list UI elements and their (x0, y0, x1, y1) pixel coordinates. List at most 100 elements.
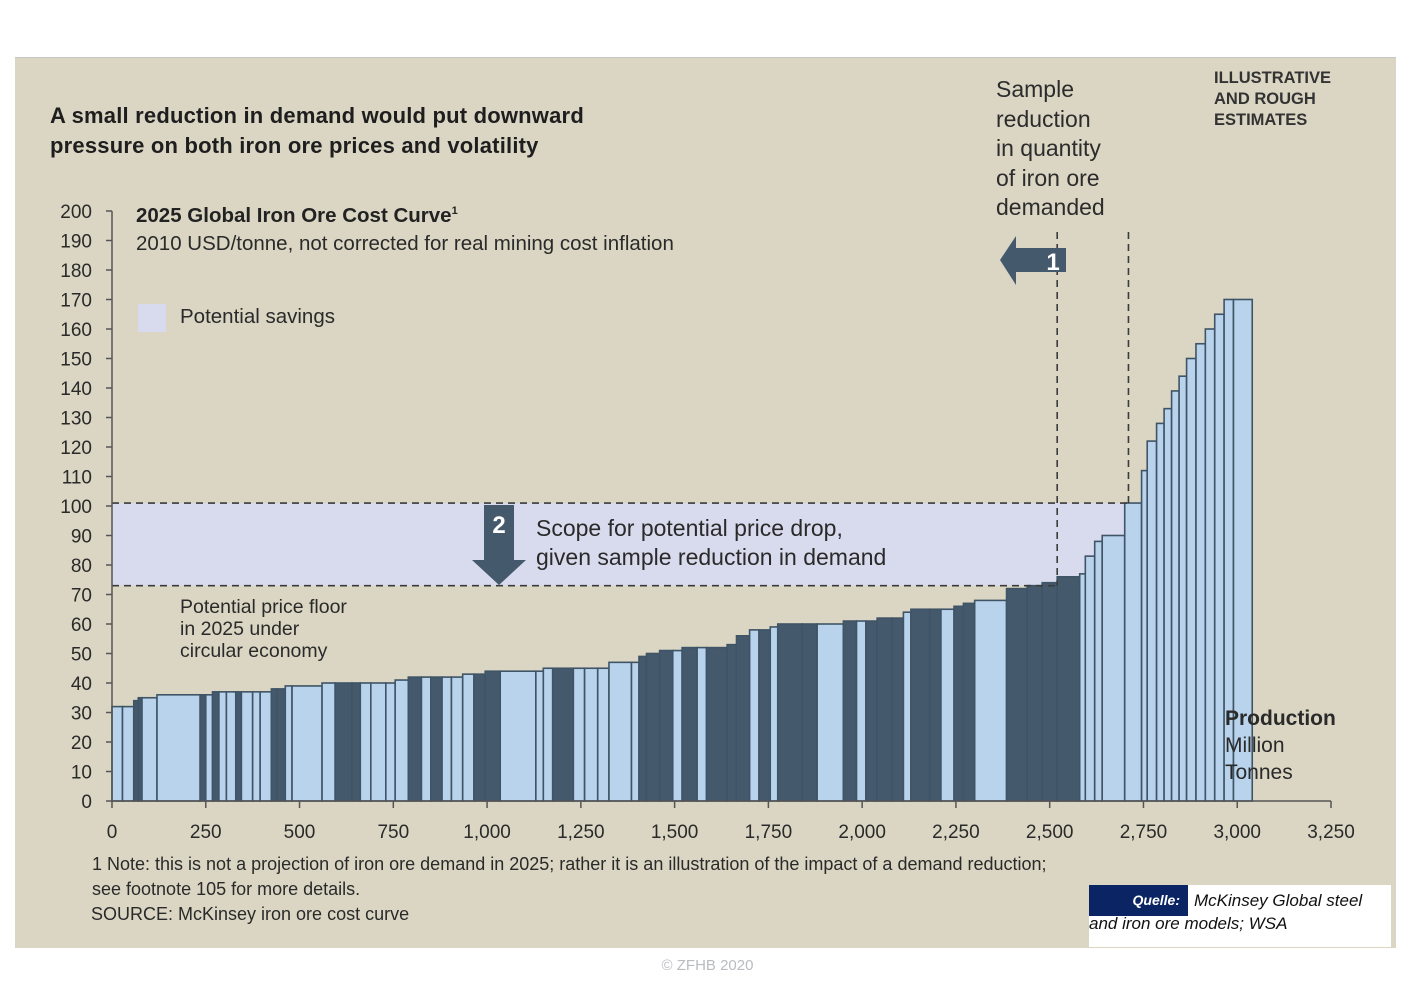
sample-reduction-note: Sample reduction in quantity of iron ore… (996, 75, 1105, 223)
y-tick-label: 150 (60, 350, 92, 371)
marker-1: 1 (1046, 249, 1059, 276)
illustrative-badge: ILLUSTRATIVE AND ROUGH ESTIMATES (1214, 68, 1331, 131)
x-tick-label: 2,500 (1026, 822, 1074, 843)
quelle-tag: Quelle: (1089, 885, 1188, 916)
y-tick-label: 140 (60, 379, 92, 400)
cost-bar-55 (776, 623, 803, 802)
cost-bar-71 (1026, 584, 1043, 802)
x-tick-label: 2,250 (932, 822, 980, 843)
cost-bar-73 (1056, 575, 1081, 802)
footnote: 1 Note: this is not a projection of iron… (92, 852, 1047, 902)
scope-note-line: Scope for potential price drop, (536, 515, 843, 541)
y-tick-label: 10 (71, 763, 92, 784)
cost-bar-81 (1155, 422, 1165, 802)
y-tick-label: 110 (62, 468, 92, 489)
y-tick-label: 120 (60, 438, 92, 459)
floor-note-line: Potential price floor (180, 596, 347, 618)
x-tick-label: 2,750 (1120, 822, 1168, 843)
cost-bar-77 (1101, 534, 1126, 802)
cost-bar-22 (359, 682, 372, 802)
cost-bar-54 (769, 626, 779, 802)
cost-bar-50 (726, 643, 738, 802)
x-tick-label: 750 (377, 822, 409, 843)
cost-bar-36 (542, 667, 554, 802)
cost-bar-76 (1093, 540, 1104, 802)
chart-title: 2025 Global Iron Ore Cost Curve1 (136, 204, 458, 228)
cost-bar-64 (910, 608, 931, 802)
quelle-text: and iron ore models; WSA (1089, 914, 1288, 933)
sample-note-line: of iron ore (996, 164, 1100, 191)
sample-note-line: reduction (996, 105, 1091, 132)
cost-bar-12 (240, 691, 254, 802)
cost-bar-75 (1084, 555, 1096, 802)
cost-bar-79 (1140, 469, 1149, 802)
y-tick-label: 0 (81, 792, 92, 813)
cost-bar-25 (394, 679, 410, 802)
cost-bar-15 (270, 688, 278, 802)
cost-bar-10 (225, 691, 237, 802)
cost-bar-84 (1178, 375, 1188, 802)
cost-bar-7 (204, 693, 214, 802)
x-axis-label: Production Million Tonnes (1225, 705, 1336, 786)
y-tick-label: 200 (60, 202, 92, 223)
cost-bar-58 (842, 620, 858, 802)
cost-bar-88 (1213, 313, 1225, 802)
cost-bar-21 (351, 682, 362, 802)
cost-curve-bars (111, 298, 1254, 802)
chart-subtitle: 2010 USD/tonne, not corrected for real m… (136, 232, 674, 255)
cost-bar-14 (259, 691, 273, 802)
cost-bar-78 (1123, 502, 1143, 802)
quelle-box: Quelle: McKinsey Global steel and iron o… (1089, 885, 1391, 947)
cost-bar-23 (370, 682, 387, 802)
y-tick-label: 170 (60, 291, 92, 312)
cost-bar-66 (940, 608, 955, 802)
y-tick-label: 190 (60, 232, 92, 253)
cost-bar-63 (902, 611, 912, 802)
legend-label: Potential savings (180, 305, 335, 328)
cost-bar-35 (535, 670, 545, 802)
source-note: SOURCE: McKinsey iron ore cost curve (91, 904, 410, 924)
cost-bar-68 (962, 602, 976, 802)
x-tick-label: 500 (284, 822, 316, 843)
cost-bar-62 (891, 617, 905, 802)
price-drop-arrow-icon: 2 (472, 505, 526, 585)
y-tick-label: 70 (71, 586, 92, 607)
badge-line: AND ROUGH (1214, 90, 1316, 108)
scope-note-line: given sample reduction in demand (536, 544, 887, 570)
headline: A small reduction in demand would put do… (50, 101, 584, 161)
cost-bar-51 (735, 634, 751, 802)
cost-bar-59 (855, 620, 867, 802)
x-axis-label-line: Tonnes (1225, 761, 1293, 784)
cost-bar-13 (251, 691, 261, 802)
cost-bar-47 (681, 646, 698, 802)
cost-bar-67 (953, 605, 965, 802)
x-tick-label: 2,000 (838, 822, 886, 843)
y-tick-label: 30 (71, 704, 92, 725)
x-tick-label: 1,500 (651, 822, 699, 843)
y-tick-label: 50 (71, 645, 92, 666)
cost-bar-82 (1163, 407, 1173, 802)
cost-bar-46 (671, 649, 683, 802)
cost-bar-32 (473, 673, 487, 802)
y-tick-label: 20 (71, 733, 92, 754)
cost-bar-49 (705, 646, 728, 802)
cost-bar-70 (1005, 587, 1028, 802)
cost-bar-27 (420, 676, 432, 802)
y-tick-label: 130 (60, 409, 92, 430)
cost-bar-37 (551, 667, 575, 802)
cost-bar-69 (973, 599, 1008, 802)
x-tick-label: 0 (107, 822, 118, 843)
cost-bar-6 (199, 693, 207, 802)
cost-bar-57 (816, 623, 845, 802)
cost-bar-65 (928, 608, 942, 802)
sample-note-line: demanded (996, 194, 1105, 220)
legend-swatch-potential-savings (138, 304, 166, 332)
cost-bar-0 (111, 705, 124, 802)
cost-bar-85 (1185, 357, 1197, 802)
y-axis: 0 10 20 30 40 50 60 70 80 90 100 110 120 130 140 150 160… (60, 202, 113, 813)
cost-bar-42 (630, 661, 640, 802)
x-tick-label: 1,750 (745, 822, 793, 843)
y-tick-label: 160 (60, 320, 92, 341)
headline-line-2: pressure on both iron ore prices and vol… (50, 133, 539, 158)
cost-bar-5 (156, 693, 201, 802)
